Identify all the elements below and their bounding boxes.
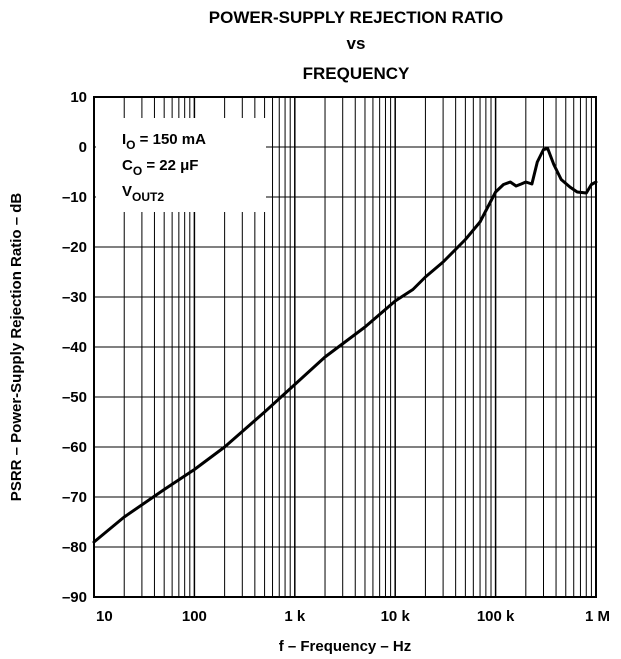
x-tick-label: 10 xyxy=(96,608,113,625)
y-tick-label: –90 xyxy=(62,589,87,606)
y-tick-label: –70 xyxy=(62,489,87,506)
y-tick-label: –10 xyxy=(62,189,87,206)
plot-frame xyxy=(93,96,597,598)
condition-label: VOUT2 xyxy=(122,183,164,204)
y-tick-labels: 10 0 –10 –20 –30 –40 –50 –60 –70 –80 –90 xyxy=(62,89,87,606)
series-layer xyxy=(92,147,598,544)
chart-title-line-1: POWER-SUPPLY REJECTION RATIO xyxy=(209,8,503,27)
y-tick-label: –40 xyxy=(62,339,87,356)
x-tick-labels: 10 100 1 k 10 k 100 k 1 M xyxy=(96,608,610,625)
conditions-legend: IO = 150 mA CO = 22 μF VOUT2 xyxy=(96,118,266,212)
chart-title-line-2: vs xyxy=(347,34,366,53)
series-line-0 xyxy=(92,147,598,544)
y-tick-label: –20 xyxy=(62,239,87,256)
x-tick-label: 1 k xyxy=(284,608,306,625)
x-tick-label: 10 k xyxy=(381,608,411,625)
y-tick-label: 0 xyxy=(79,139,87,156)
y-tick-label: –50 xyxy=(62,389,87,406)
x-tick-label: 100 k xyxy=(477,608,515,625)
x-tick-label: 1 M xyxy=(585,608,610,625)
condition-label: IO = 150 mA xyxy=(122,131,206,152)
condition-label: CO = 22 μF xyxy=(122,157,198,178)
legend-background xyxy=(96,118,266,212)
y-tick-label: –80 xyxy=(62,539,87,556)
y-axis-label: PSRR – Power-Supply Rejection Ratio – dB xyxy=(8,193,25,502)
x-tick-label: 100 xyxy=(182,608,207,625)
y-tick-label: –60 xyxy=(62,439,87,456)
chart-title-line-3: FREQUENCY xyxy=(303,64,410,83)
y-tick-label: –30 xyxy=(62,289,87,306)
y-tick-label: 10 xyxy=(70,89,87,106)
x-axis-label: f – Frequency – Hz xyxy=(279,638,412,655)
